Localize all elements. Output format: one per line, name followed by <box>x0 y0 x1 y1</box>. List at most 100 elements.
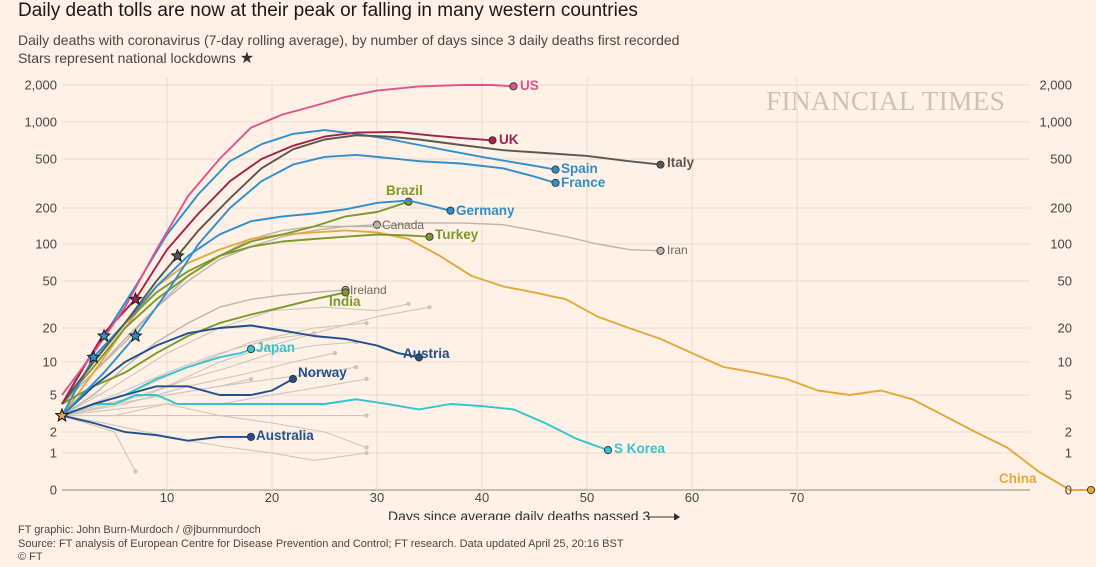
background-series <box>61 301 432 474</box>
y-tick-label-left: 200 <box>35 201 57 216</box>
series-endpoint-australia <box>246 432 256 441</box>
series-label-brazil: Brazil <box>386 183 423 198</box>
ft-watermark: FINANCIAL TIMES <box>766 86 1006 116</box>
series-line-us <box>61 84 514 396</box>
subtitle-line-1: Daily deaths with coronavirus (7-day rol… <box>18 32 680 48</box>
series-endpoint-france <box>551 178 560 187</box>
x-tick-label: 70 <box>790 490 804 505</box>
chart-grid <box>62 78 1030 491</box>
y-tick-label-left: 100 <box>35 237 57 252</box>
series-label-iran: Iran <box>667 243 688 257</box>
series-label-uk: UK <box>499 132 519 147</box>
subtitle-line-2-text: Stars represent national lockdowns <box>18 50 236 66</box>
series-line-ireland <box>61 289 346 417</box>
lockdown-stars <box>54 248 185 422</box>
x-tick-label: 20 <box>265 490 279 505</box>
series-label-france: France <box>561 175 606 190</box>
background-series-endpoint <box>332 350 338 356</box>
series-label-austria: Austria <box>403 346 450 361</box>
subtitle-line-2: Stars represent national lockdowns ★ <box>18 49 679 68</box>
footer-copyright: © FT <box>18 551 43 563</box>
series-endpoint-austria <box>414 353 424 362</box>
footer-credit: FT graphic: John Burn-Murdoch / @jburnmu… <box>18 524 261 536</box>
series-label-canada: Canada <box>382 218 424 232</box>
series-endpoint-india <box>341 288 350 297</box>
series-line-india <box>61 291 346 405</box>
background-series-line <box>61 415 367 461</box>
background-series-line <box>61 403 367 449</box>
series-endpoint-spain <box>551 165 560 174</box>
y-tick-label-left: 2 <box>50 425 57 440</box>
highlighted-series <box>61 82 1096 495</box>
y-tick-label-right: 1 <box>1065 446 1072 461</box>
star-icon: ★ <box>239 50 255 67</box>
series-label-norway: Norway <box>298 365 347 380</box>
series-line-france <box>61 153 556 417</box>
lockdown-star-germany <box>86 349 101 364</box>
series-label-spain: Spain <box>561 161 598 176</box>
series-endpoint-canada <box>372 220 382 229</box>
background-series-line <box>61 303 409 417</box>
background-series-endpoint <box>364 450 369 456</box>
background-series-line <box>61 378 252 417</box>
x-axis-arrowhead <box>674 513 680 520</box>
background-series-endpoint <box>406 301 411 307</box>
chart-title: Daily death tolls are now at their peak … <box>18 0 638 21</box>
series-label-australia: Australia <box>256 428 314 443</box>
background-series-endpoint <box>364 445 369 450</box>
background-series-endpoint <box>364 320 369 326</box>
y-tick-label-left: 50 <box>43 274 57 289</box>
series-endpoint-norway <box>288 374 298 384</box>
series-line-china <box>61 229 1091 491</box>
x-tick-label: 50 <box>580 490 594 505</box>
lockdown-star-china <box>54 408 70 422</box>
chart-subtitle: Daily deaths with coronavirus (7-day rol… <box>18 31 679 68</box>
series-line-spain <box>61 129 556 405</box>
y-tick-label-right: 5 <box>1065 388 1072 403</box>
series-label-germany: Germany <box>456 203 515 218</box>
series-line-s-korea <box>61 394 609 451</box>
y-tick-label-left: 5 <box>50 388 57 403</box>
y-tick-label-left: 500 <box>35 152 57 167</box>
background-series-endpoint <box>353 364 359 370</box>
background-series-line <box>61 415 136 472</box>
chart-footer: FT graphic: John Burn-Murdoch / @jburnmu… <box>18 524 624 565</box>
series-label-s-korea: S Korea <box>614 441 666 456</box>
series-label-ireland: Ireland <box>350 283 387 297</box>
series-endpoint-china <box>1086 485 1096 495</box>
y-tick-label-left: 20 <box>43 321 57 336</box>
background-series-endpoint <box>427 305 432 310</box>
y-tick-label-left: 10 <box>43 355 57 370</box>
series-line-australia <box>61 414 251 442</box>
series-line-canada <box>61 224 378 405</box>
series-endpoint-japan <box>246 345 256 354</box>
series-label-us: US <box>520 78 539 93</box>
y-tick-label-right: 10 <box>1058 355 1072 370</box>
background-series-line <box>61 352 336 417</box>
y-tick-label-right: 2 <box>1065 425 1072 440</box>
lockdown-star-italy <box>170 248 185 262</box>
series-endpoint-uk <box>488 136 497 145</box>
y-tick-label-right: 50 <box>1058 274 1072 289</box>
series-endpoint-s-korea <box>603 446 613 455</box>
series-endpoint-iran <box>656 246 665 255</box>
background-series-line <box>61 332 315 417</box>
y-tick-label-right: 200 <box>1050 201 1072 216</box>
series-label-japan: Japan <box>256 340 295 355</box>
series-line-brazil <box>61 200 409 405</box>
y-tick-label-right: 0 <box>1065 483 1072 498</box>
series-label-china: China <box>999 471 1037 486</box>
y-tick-label-left: 1 <box>50 446 57 461</box>
lockdown-star-uk <box>128 291 143 306</box>
axes: 0 0 1 1 2 2 5 5 10 10 20 20 50 50 100 100 200 200 500 500 1,… <box>24 78 1072 520</box>
y-tick-label-right: 20 <box>1058 321 1072 336</box>
series-endpoint-germany <box>446 206 455 215</box>
series-line-uk <box>61 130 493 405</box>
y-tick-label-left: 1,000 <box>24 115 57 130</box>
x-tick-label: 40 <box>475 490 489 505</box>
series-line-norway <box>61 378 294 417</box>
x-axis-label: Days since average daily deaths passed 3 <box>388 508 650 520</box>
series-label-italy: Italy <box>667 155 695 170</box>
